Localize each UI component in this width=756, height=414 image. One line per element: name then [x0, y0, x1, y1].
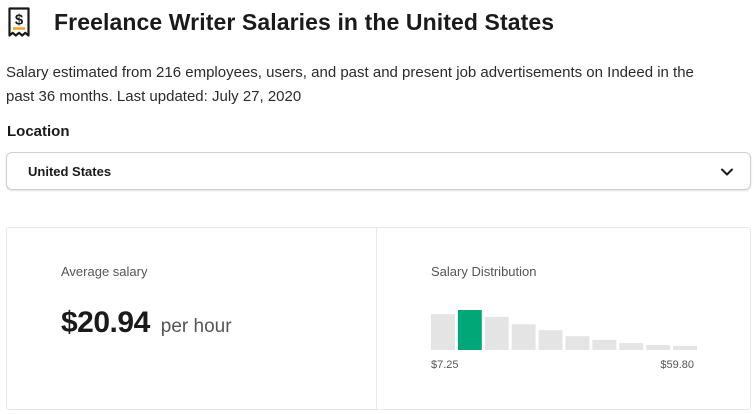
salary-distribution-card: Salary Distribution $7.25 $59.80: [377, 228, 750, 409]
page-title: Freelance Writer Salaries in the United …: [54, 8, 555, 35]
histogram-bar: [484, 316, 509, 350]
average-salary-value: $20.94: [61, 306, 150, 339]
average-salary-value-row: $20.94 per hour: [61, 306, 232, 340]
location-label: Location: [7, 123, 70, 140]
svg-text:$: $: [15, 12, 24, 29]
salary-distribution-histogram: [431, 309, 697, 350]
location-dropdown[interactable]: United States: [6, 152, 751, 190]
histogram-bar-highlighted: [457, 309, 482, 350]
histogram-bar: [619, 343, 644, 350]
salary-range-min: $7.25: [431, 359, 459, 371]
average-salary-card: Average salary $20.94 per hour: [7, 228, 377, 409]
dollar-document-icon: $: [8, 7, 30, 37]
salary-distribution-label: Salary Distribution: [431, 264, 537, 279]
histogram-bar: [565, 336, 590, 350]
average-salary-unit: per hour: [160, 316, 232, 337]
location-selected-value: United States: [28, 163, 112, 179]
page-header: $ Freelance Writer Salaries in the Unite…: [8, 4, 554, 40]
salary-range-max: $59.80: [660, 359, 694, 371]
chevron-down-icon: [720, 165, 734, 179]
histogram-bar: [431, 314, 455, 350]
histogram-bar: [592, 339, 617, 350]
histogram-bar: [511, 324, 536, 350]
average-salary-label: Average salary: [61, 264, 148, 279]
salary-source-note: Salary estimated from 216 employees, use…: [6, 64, 694, 105]
salary-cards: Average salary $20.94 per hour Salary Di…: [6, 227, 751, 410]
histogram-bar: [538, 330, 563, 350]
histogram-bar: [646, 344, 671, 350]
histogram-bar: [673, 345, 697, 350]
